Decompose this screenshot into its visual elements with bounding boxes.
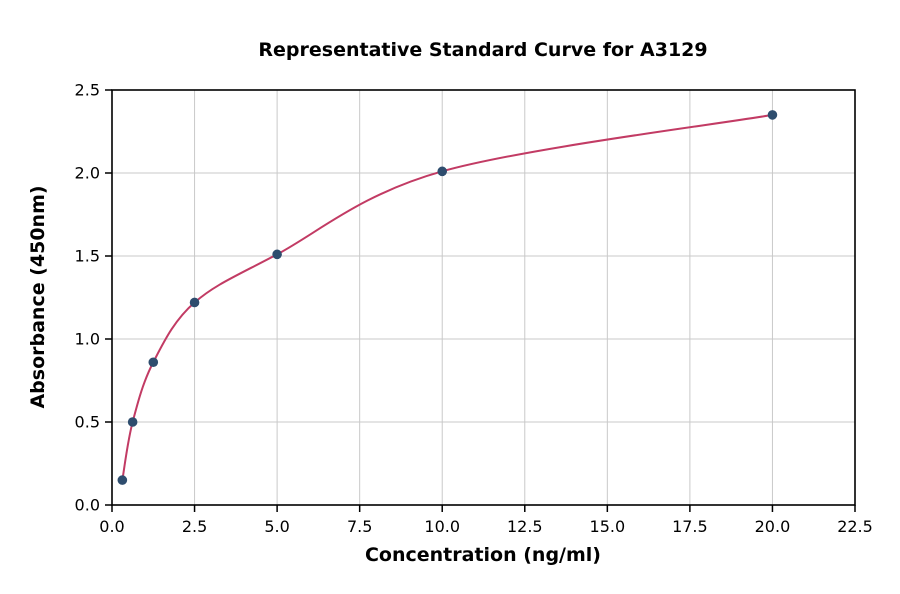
x-tick-label: 12.5 — [507, 517, 543, 536]
y-tick-label: 1.0 — [75, 330, 100, 349]
plot-area: 0.0 2.5 5.0 7.5 10.0 12.5 15.0 17.5 20.0 22.5 0.0 0… — [75, 81, 873, 537]
x-tick-label: 22.5 — [837, 517, 873, 536]
data-point — [437, 166, 448, 177]
x-tick-label: 0.0 — [99, 517, 124, 536]
data-point — [767, 110, 778, 120]
fit-curve — [121, 113, 774, 482]
x-tick-label: 2.5 — [182, 517, 207, 536]
data-point — [127, 417, 138, 427]
y-tick-label: 1.5 — [75, 247, 100, 266]
y-tick-label: 0.5 — [75, 413, 100, 432]
y-tick-label: 2.0 — [75, 164, 100, 183]
plot-border — [111, 89, 856, 506]
x-tick-label: 17.5 — [672, 517, 708, 536]
data-point — [189, 297, 200, 308]
data-point — [272, 249, 282, 260]
x-tick-label: 15.0 — [590, 517, 626, 536]
y-axis-label: Absorbance (450nm) — [27, 185, 49, 408]
y-tick-label: 2.5 — [75, 81, 100, 100]
x-axis-label: Concentration (ng/ml) — [365, 544, 601, 566]
data-point — [117, 475, 128, 485]
x-tick-label: 5.0 — [264, 517, 289, 536]
chart-title: Representative Standard Curve for A3129 — [258, 39, 707, 61]
x-tick-label: 20.0 — [755, 517, 791, 536]
data-point — [148, 357, 159, 368]
y-tick-label: 0.0 — [75, 496, 100, 515]
x-tick-label: 7.5 — [347, 517, 372, 536]
x-tick-label: 10.0 — [424, 517, 460, 536]
